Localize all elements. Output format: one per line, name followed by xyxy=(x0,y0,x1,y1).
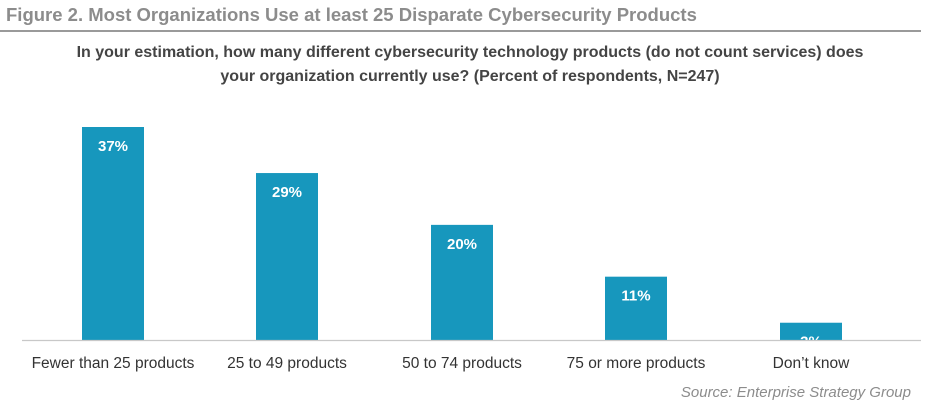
bar xyxy=(780,322,842,340)
bar-value-label: 29% xyxy=(272,184,302,201)
category-label: 50 to 74 products xyxy=(402,355,522,372)
bar xyxy=(82,127,144,340)
chart-question: In your estimation, how many different c… xyxy=(76,44,864,85)
bar xyxy=(256,173,318,340)
title-divider xyxy=(0,30,921,32)
bar-value-label: 20% xyxy=(447,236,477,253)
source-note: Source: Enterprise Strategy Group xyxy=(680,384,911,401)
bar-value-label: 11% xyxy=(621,288,650,305)
bar-value-label: 37% xyxy=(98,138,128,155)
bar xyxy=(605,276,667,340)
bar xyxy=(431,224,493,340)
category-label: Don’t know xyxy=(773,355,850,372)
figure-title: Figure 2. Most Organizations Use at leas… xyxy=(6,4,697,25)
category-label: 75 or more products xyxy=(567,355,706,372)
bar-value-label: 3% xyxy=(800,334,822,351)
category-label: 25 to 49 products xyxy=(227,355,347,372)
category-label: Fewer than 25 products xyxy=(32,355,195,372)
